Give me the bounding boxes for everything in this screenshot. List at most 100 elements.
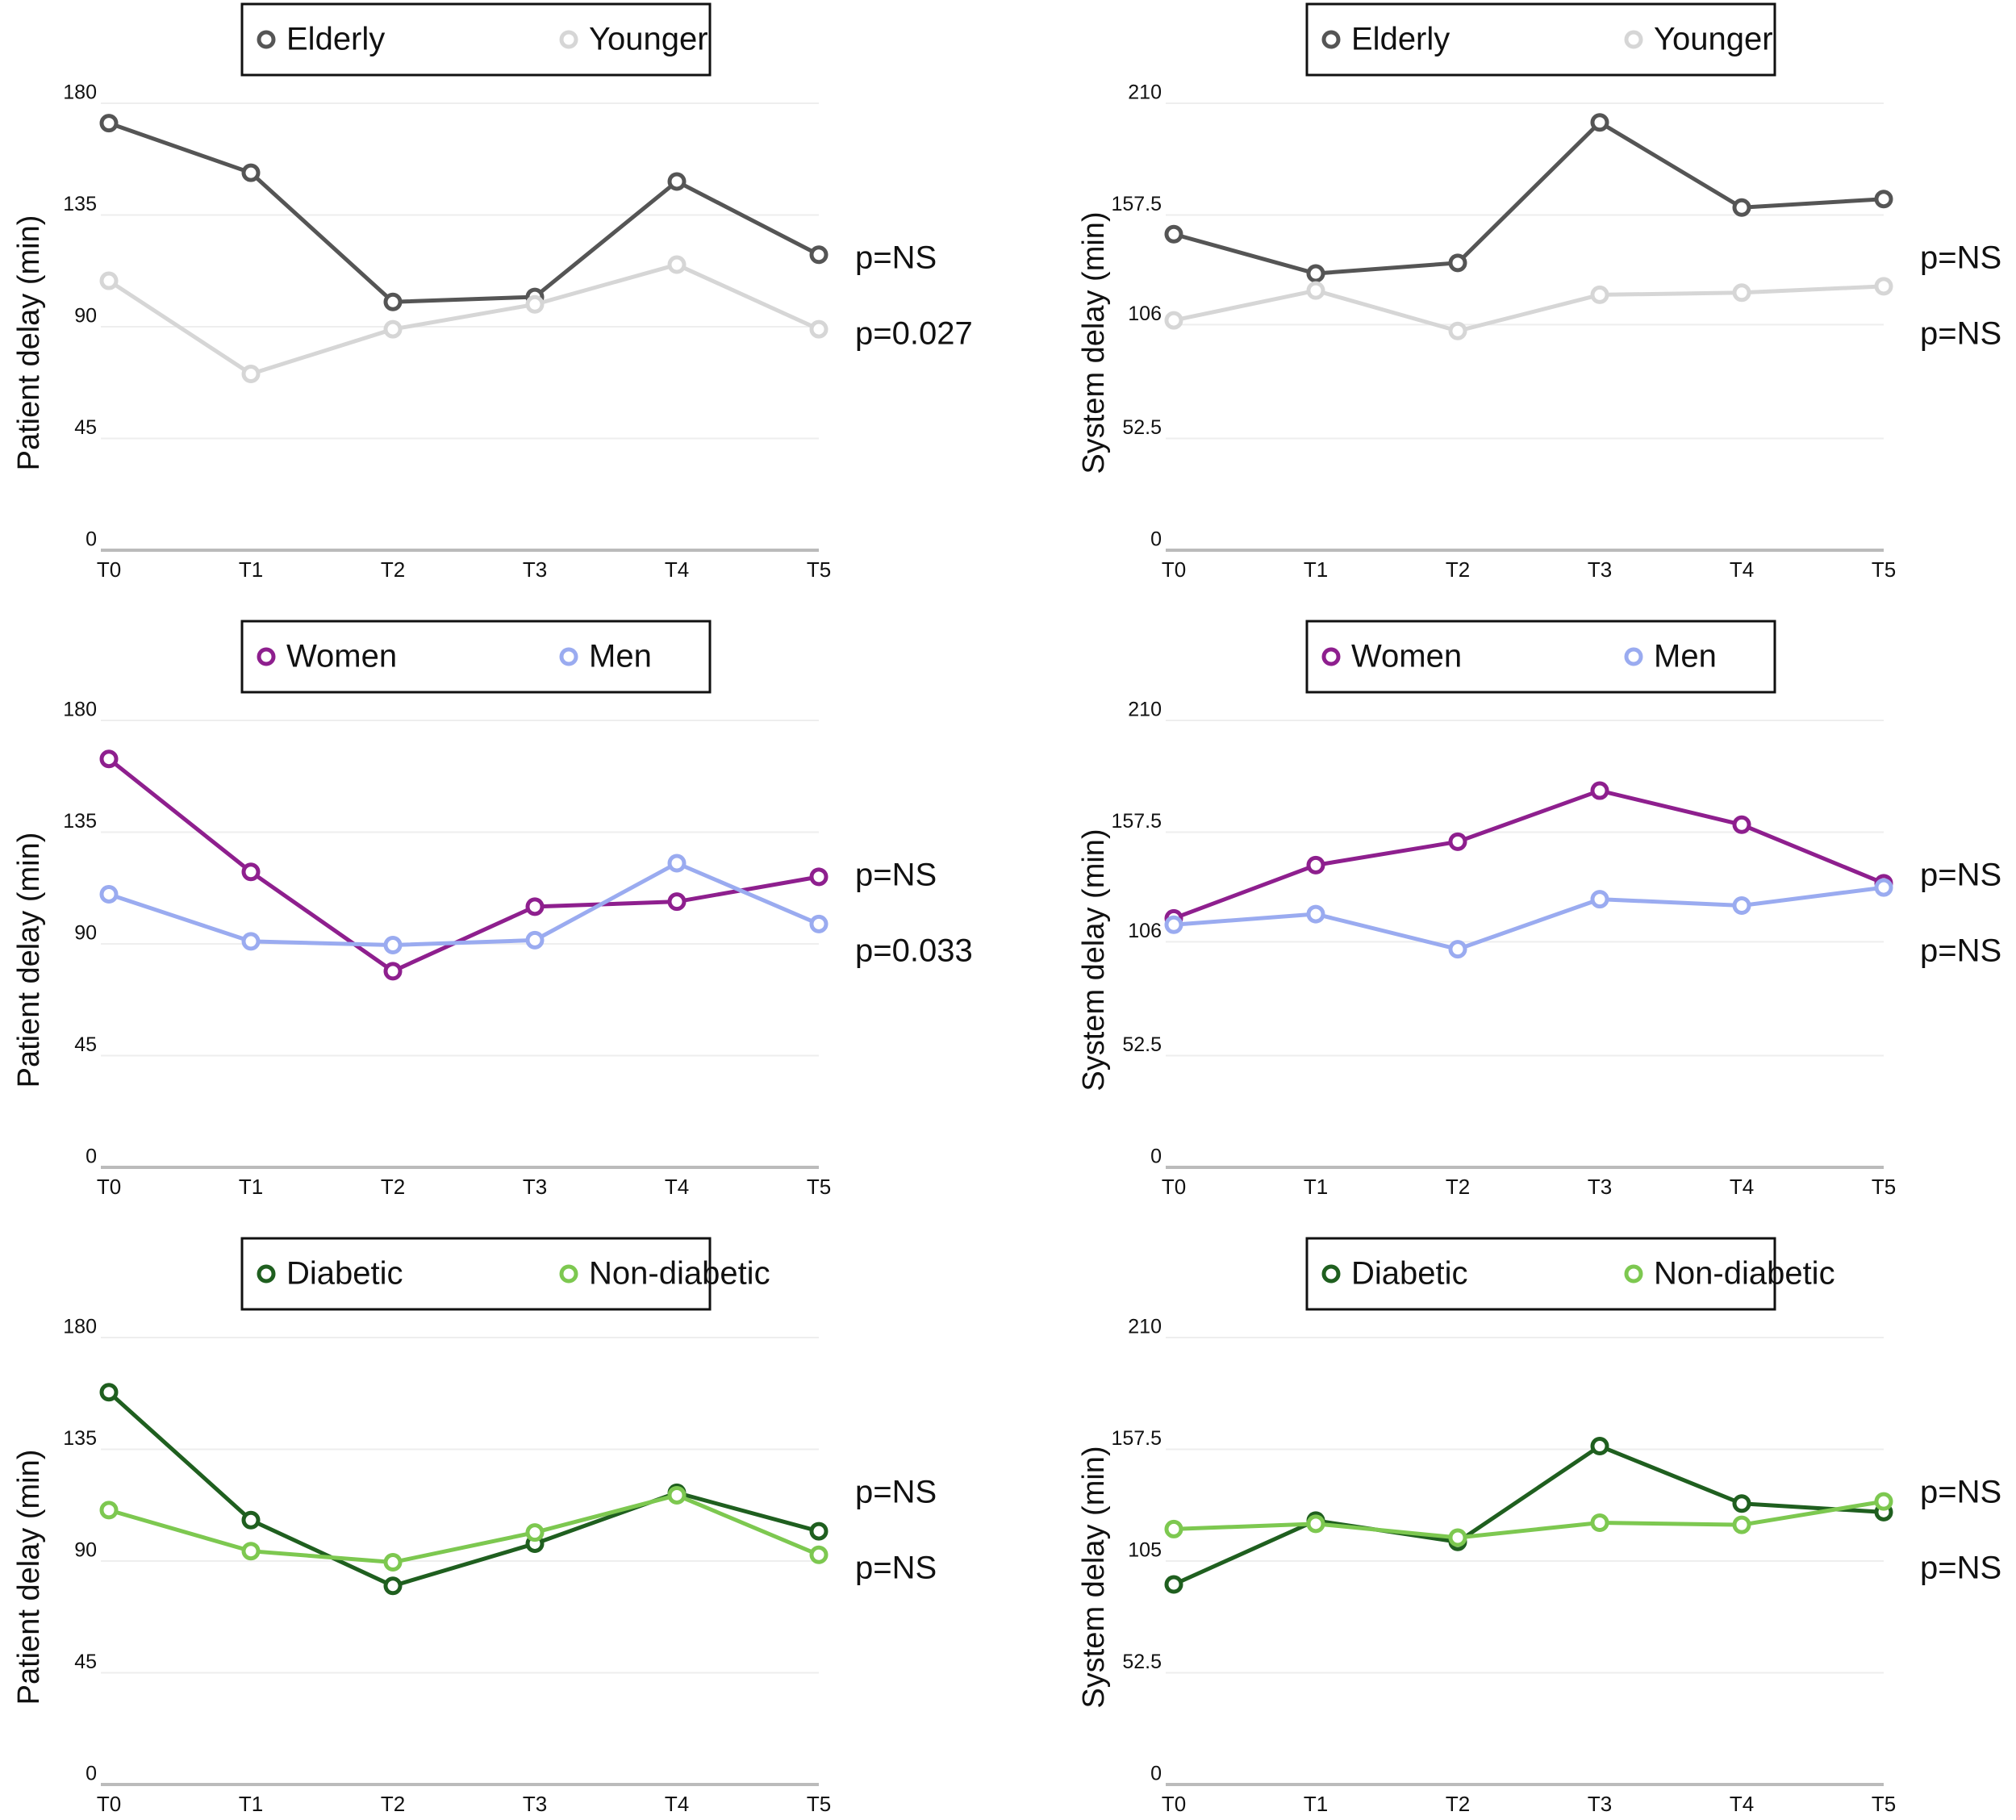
- legend-marker: [1321, 647, 1341, 666]
- x-tick-label: T1: [1304, 557, 1328, 582]
- data-point: [1874, 190, 1893, 209]
- x-tick-label: T3: [1588, 1175, 1612, 1199]
- data-point: [1590, 285, 1609, 304]
- legend-label: Non-diabetic: [589, 1256, 770, 1292]
- chart-panel: System delay (min) 0 52.5 105 157.5 210 T0 T1 T2…: [1077, 1237, 2001, 1816]
- annotation: p=NS: [1920, 240, 2001, 275]
- x-tick-label: T2: [381, 557, 405, 582]
- x-tick-label: T3: [1588, 557, 1612, 582]
- annotation: p=0.033: [855, 933, 973, 969]
- legend-label: Elderly: [1351, 22, 1450, 57]
- legend-label: Elderly: [286, 22, 385, 57]
- y-tick-label: 180: [63, 81, 97, 104]
- x-tick-label: T2: [381, 1175, 405, 1199]
- y-tick-label: 180: [63, 699, 97, 721]
- data-point: [241, 932, 261, 951]
- data-point: [1590, 113, 1609, 132]
- data-point: [99, 1383, 119, 1402]
- data-point: [667, 854, 687, 873]
- data-point: [1164, 1575, 1183, 1594]
- series-line: [1173, 1499, 1885, 1540]
- data-point: [383, 962, 403, 981]
- chart-panel: System delay (min) 0 52.5 106 157.5 210 T0 T1 T2…: [1077, 2, 2001, 582]
- series-line: [107, 757, 820, 974]
- data-point: [1448, 832, 1467, 851]
- legend-marker: [1624, 30, 1643, 49]
- x-tick-label: T0: [1162, 1792, 1186, 1816]
- data-point: [241, 364, 261, 383]
- x-tick-label: T4: [665, 1792, 689, 1816]
- legend: Elderly Younger: [240, 2, 712, 77]
- x-tick-label: T2: [1446, 1792, 1470, 1816]
- data-point: [241, 862, 261, 882]
- data-point: [383, 319, 403, 339]
- legend-box: [240, 2, 712, 77]
- legend: Women Men: [1305, 620, 1776, 694]
- data-point: [525, 930, 545, 950]
- series-line: [1173, 788, 1885, 920]
- legend-label: Non-diabetic: [1654, 1256, 1835, 1292]
- y-axis-label: Patient delay (min): [12, 215, 46, 471]
- data-point: [1448, 253, 1467, 273]
- data-point: [1590, 781, 1609, 800]
- legend: Women Men: [240, 620, 712, 694]
- y-tick-label: 157.5: [1111, 810, 1162, 833]
- data-point: [809, 1522, 829, 1541]
- data-point: [1874, 878, 1893, 897]
- y-tick-label: 0: [86, 528, 97, 551]
- data-point: [809, 1545, 829, 1564]
- data-point: [1732, 896, 1751, 916]
- x-tick-label: T4: [1730, 1792, 1754, 1816]
- legend-marker: [1624, 1264, 1643, 1284]
- x-tick-label: T4: [665, 1175, 689, 1199]
- y-tick-label: 45: [74, 1651, 97, 1673]
- data-point: [809, 245, 829, 265]
- data-point: [383, 292, 403, 311]
- data-point: [1732, 283, 1751, 303]
- data-point: [99, 114, 119, 133]
- legend-label: Women: [286, 639, 397, 674]
- x-tick-label: T5: [1872, 557, 1896, 582]
- data-point: [667, 172, 687, 191]
- data-point: [1732, 1515, 1751, 1534]
- x-tick-label: T0: [1162, 1175, 1186, 1199]
- x-tick-label: T4: [1730, 557, 1754, 582]
- y-axis-label: Patient delay (min): [12, 1450, 46, 1705]
- data-point: [1306, 904, 1325, 924]
- chart-panel: Patient delay (min) 0 45 90 135 180 T0 T1 T2 T3 T4…: [12, 620, 973, 1199]
- x-tick-label: T5: [807, 557, 831, 582]
- y-tick-label: 135: [63, 1427, 97, 1450]
- x-tick-label: T1: [239, 1175, 263, 1199]
- y-tick-label: 52.5: [1122, 416, 1162, 439]
- y-tick-label: 52.5: [1122, 1033, 1162, 1056]
- data-point: [1732, 815, 1751, 834]
- annotation: p=0.027: [855, 316, 973, 352]
- legend: Diabetic Non-diabetic: [1305, 1237, 1835, 1311]
- y-tick-label: 157.5: [1111, 193, 1162, 215]
- legend-label: Diabetic: [286, 1256, 403, 1292]
- data-point: [1164, 311, 1183, 330]
- y-axis-label: System delay (min): [1077, 1446, 1111, 1708]
- x-tick-label: T3: [523, 1792, 547, 1816]
- y-tick-label: 0: [86, 1763, 97, 1785]
- annotation: p=NS: [1920, 1474, 2001, 1509]
- data-point: [525, 897, 545, 916]
- x-tick-label: T2: [1446, 1175, 1470, 1199]
- annotation: p=NS: [1920, 857, 2001, 892]
- data-point: [1306, 264, 1325, 283]
- x-tick-label: T3: [523, 557, 547, 582]
- data-point: [1164, 915, 1183, 934]
- y-tick-label: 210: [1128, 1316, 1162, 1338]
- legend-marker: [559, 30, 578, 49]
- y-tick-label: 135: [63, 193, 97, 215]
- data-point: [1874, 277, 1893, 296]
- y-tick-label: 210: [1128, 699, 1162, 721]
- series-line: [108, 1492, 820, 1565]
- legend-box: [1305, 2, 1776, 77]
- x-tick-label: T5: [807, 1792, 831, 1816]
- legend: Elderly Younger: [1305, 2, 1776, 77]
- legend-label: Men: [589, 639, 652, 674]
- x-tick-label: T5: [1872, 1175, 1896, 1199]
- data-point: [383, 1576, 403, 1596]
- data-point: [1732, 198, 1751, 217]
